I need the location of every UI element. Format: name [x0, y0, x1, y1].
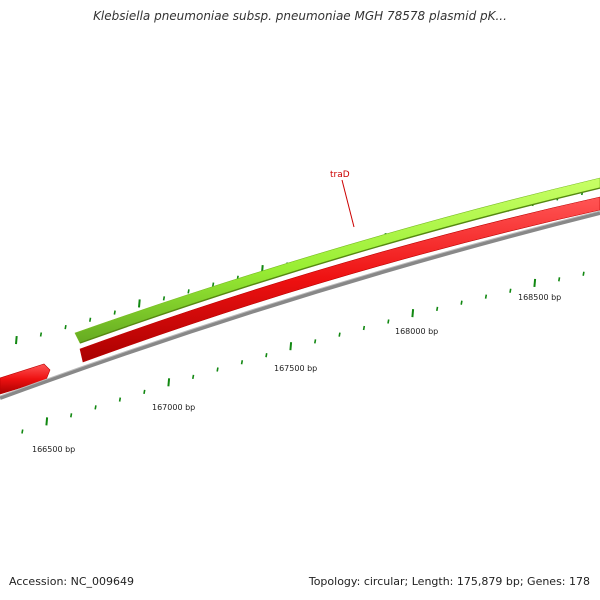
minor-tick: [21, 429, 24, 434]
minor-tick: [216, 367, 219, 372]
major-tick: [15, 335, 18, 345]
major-tick: [45, 417, 49, 426]
tradlabel-leader: [341, 179, 355, 228]
minor-tick: [94, 405, 97, 410]
gene-label-trad[interactable]: traD: [330, 170, 350, 180]
scale-label: 168000 bp: [395, 327, 438, 336]
forward-gene-feature[interactable]: [74, 177, 600, 344]
minor-tick: [70, 413, 73, 418]
major-tick: [411, 309, 415, 318]
minor-tick: [509, 288, 512, 293]
minor-tick: [484, 294, 488, 299]
major-tick: [167, 378, 171, 387]
minor-tick: [362, 325, 366, 331]
minor-tick: [582, 271, 585, 276]
minor-tick: [314, 339, 317, 344]
minor-tick: [338, 332, 341, 337]
minor-tick: [460, 300, 463, 305]
minor-tick: [387, 319, 390, 324]
scale-label: 166500 bp: [32, 445, 75, 454]
reverse-gene-feature-left[interactable]: [0, 363, 51, 395]
minor-tick: [265, 353, 268, 358]
plasmid-backbone-highlight: [0, 210, 600, 397]
reverse-gene-feature[interactable]: [79, 196, 600, 363]
scale-label: 168500 bp: [518, 293, 561, 302]
topology-summary: Topology: circular; Length: 175,879 bp; …: [308, 575, 590, 588]
minor-tick: [192, 374, 195, 379]
major-tick: [533, 278, 537, 288]
minor-tick: [558, 277, 561, 282]
scale-label: 167000 bp: [152, 403, 195, 412]
minor-tick: [212, 282, 215, 287]
minor-tick: [89, 317, 92, 322]
minor-tick: [118, 397, 122, 402]
map-title: Klebsiella pneumoniae subsp. pneumoniae …: [93, 9, 507, 23]
minor-tick: [240, 360, 244, 365]
plasmid-backbone: [0, 211, 600, 400]
minor-tick: [162, 296, 166, 301]
minor-tick: [64, 324, 67, 330]
scale-label: 167500 bp: [274, 364, 317, 373]
minor-tick: [143, 389, 146, 395]
minor-tick: [436, 306, 439, 311]
major-tick: [289, 342, 293, 351]
major-tick: [138, 299, 141, 308]
minor-tick: [39, 332, 43, 337]
forward-gene-feature-edge: [79, 187, 600, 344]
accession-text: Accession: NC_009649: [9, 575, 135, 588]
inner-tick-row: [21, 271, 585, 434]
minor-tick: [187, 289, 190, 294]
minor-tick: [113, 310, 116, 315]
